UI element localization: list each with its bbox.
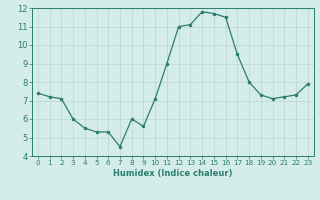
X-axis label: Humidex (Indice chaleur): Humidex (Indice chaleur)	[113, 169, 233, 178]
